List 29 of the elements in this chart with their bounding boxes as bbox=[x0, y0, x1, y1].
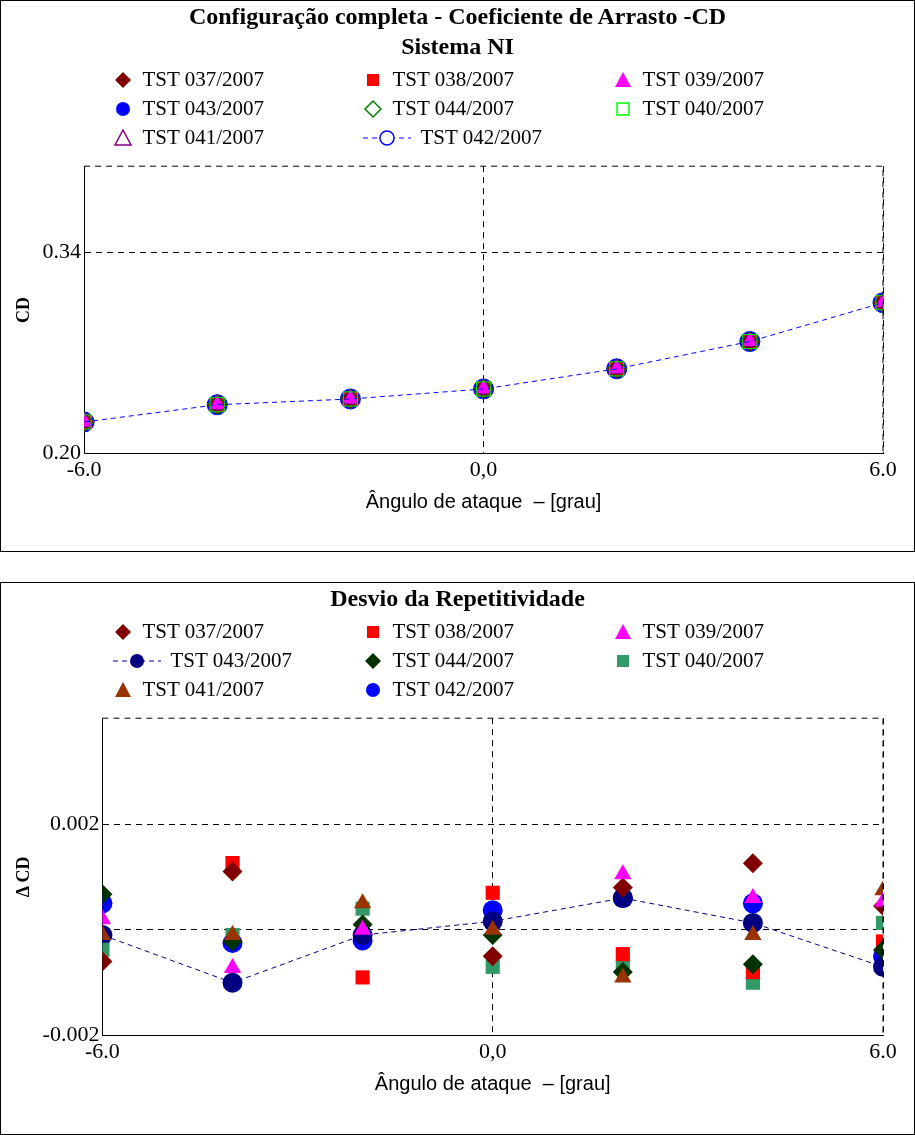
legend-label: TST 040/2007 bbox=[642, 96, 765, 121]
legend-label: TST 044/2007 bbox=[392, 648, 515, 673]
legend-label: TST 044/2007 bbox=[392, 96, 515, 121]
legend-label: TST 038/2007 bbox=[392, 619, 515, 644]
legend-label: TST 043/2007 bbox=[142, 96, 265, 121]
legend-label: TST 042/2007 bbox=[420, 125, 543, 150]
x-tick-label: 0,0 bbox=[478, 1037, 507, 1063]
legend-label: TST 037/2007 bbox=[142, 67, 265, 92]
legend-label: TST 038/2007 bbox=[392, 67, 515, 92]
chart-title: Desvio da Repetitividade bbox=[330, 584, 585, 613]
legend-label: TST 039/2007 bbox=[642, 67, 765, 92]
legend-label: TST 037/2007 bbox=[142, 619, 265, 644]
y-axis-title: Δ CD bbox=[13, 856, 34, 898]
x-axis-title: Ângulo de ataque – [grau] bbox=[374, 1071, 611, 1094]
legend-label: TST 041/2007 bbox=[142, 677, 265, 702]
legend-label: TST 039/2007 bbox=[642, 619, 765, 644]
x-tick-label: 0,0 bbox=[469, 455, 498, 481]
legend-label: TST 042/2007 bbox=[392, 677, 515, 702]
x-axis-title: Ângulo de ataque – [grau] bbox=[365, 489, 602, 512]
legend-label: TST 043/2007 bbox=[170, 648, 293, 673]
y-axis-title: CD bbox=[13, 296, 34, 323]
chart-title: Configuração completa - Coeficiente de Arrasto -CD bbox=[188, 2, 727, 31]
chart-subtitle: Sistema NI bbox=[401, 32, 514, 61]
legend-label: TST 040/2007 bbox=[642, 648, 765, 673]
legend-label: TST 041/2007 bbox=[142, 125, 265, 150]
y-tick-label: 0.34 bbox=[42, 238, 82, 264]
y-tick-label: 0.002 bbox=[49, 809, 100, 835]
x-tick-label: 6.0 bbox=[869, 455, 897, 481]
x-tick-label: 6.0 bbox=[869, 1037, 897, 1063]
